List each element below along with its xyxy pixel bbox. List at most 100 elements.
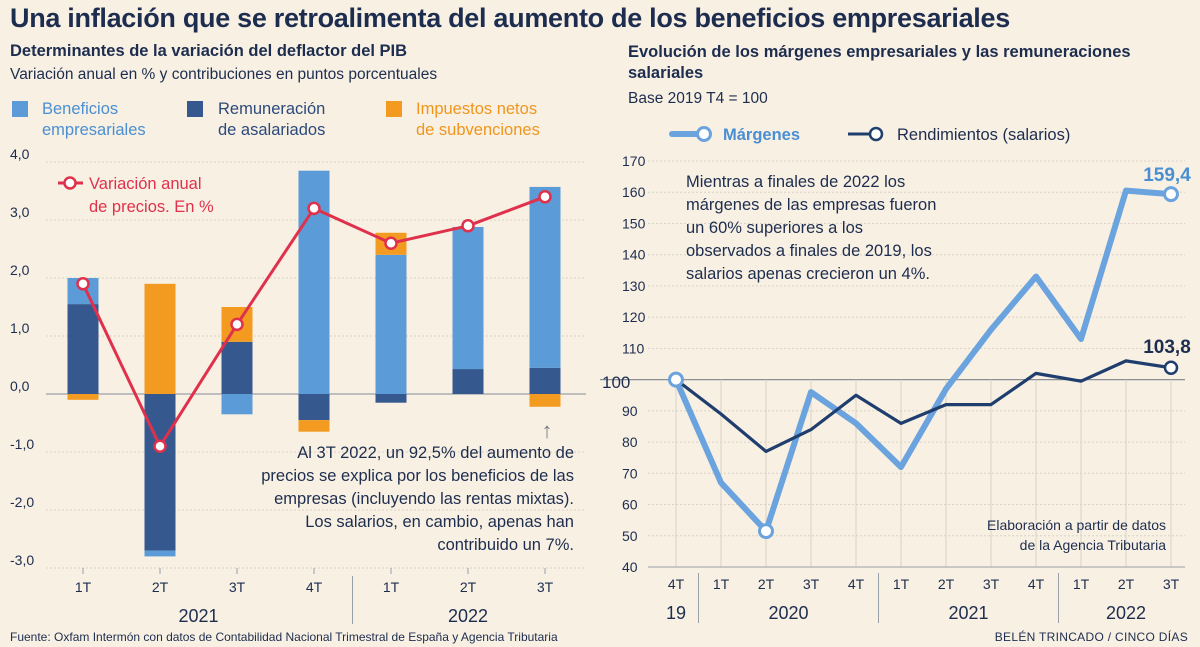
y-tick-label: 70 bbox=[622, 465, 638, 481]
left-annotation-line2: precios se explica por los beneficios de… bbox=[261, 467, 574, 485]
value-label-margenes: 159,4 bbox=[1143, 165, 1191, 186]
legend-precios-line2: de precios. En % bbox=[89, 198, 214, 216]
y-tick-label: 150 bbox=[622, 215, 646, 231]
right-note-line2: de la Agencia Tributaria bbox=[1020, 537, 1167, 553]
legend-impuestos: Impuestos netos de subvenciones bbox=[416, 99, 540, 141]
precios-point bbox=[230, 317, 244, 332]
x-tick-label: 4T bbox=[668, 576, 685, 592]
legend-swatch-beneficios bbox=[12, 101, 28, 117]
right-line-chart: Márgenes Rendimientos (salarios) 170 160 1… bbox=[600, 126, 1191, 623]
source-note: Fuente: Oxfam Intermón con datos de Cont… bbox=[10, 630, 558, 644]
y-tick-label: 120 bbox=[622, 309, 646, 325]
precios-point bbox=[307, 201, 321, 216]
bar-segment bbox=[529, 394, 561, 407]
right-annotation-line3: un 60% superiores a los bbox=[686, 219, 863, 237]
precios-point bbox=[538, 190, 552, 204]
right-annotation-line4: observados a finales de 2019, los bbox=[686, 242, 932, 260]
bar-segment bbox=[529, 367, 561, 394]
right-note-line1: Elaboración a partir de datos bbox=[987, 517, 1166, 533]
margenes-point bbox=[758, 523, 774, 540]
legend-impuestos-line2: de subvenciones bbox=[416, 121, 540, 139]
y-tick-label: 3,0 bbox=[10, 204, 30, 220]
legend-impuestos-line1: Impuestos netos bbox=[416, 100, 538, 118]
bar-segment bbox=[144, 394, 176, 551]
y-tick-label: -2,0 bbox=[10, 494, 34, 510]
legend-remuneracion-line1: Remuneración bbox=[218, 100, 326, 118]
year-label: 2021 bbox=[178, 606, 218, 626]
x-tick-label: 1T bbox=[383, 579, 400, 595]
legend-rendimientos: Rendimientos (salarios) bbox=[897, 126, 1070, 144]
right-annotation: Mientras a finales de 2022 los márgenes … bbox=[686, 173, 936, 283]
y-tick-label: 1,0 bbox=[10, 320, 30, 336]
x-tick-label: 4T bbox=[848, 576, 865, 592]
x-tick-label: 1T bbox=[75, 579, 92, 595]
bar-segment bbox=[375, 394, 407, 403]
right-legend: Márgenes Rendimientos (salarios) bbox=[669, 126, 1070, 144]
x-tick-label: 2T bbox=[758, 576, 775, 592]
y-tick-label: 140 bbox=[622, 247, 646, 263]
left-annotation-line1: Al 3T 2022, un 92,5% del aumento de bbox=[297, 444, 574, 462]
left-annotation-line5: contribuido un 7%. bbox=[437, 536, 574, 554]
bar-segment bbox=[67, 304, 99, 394]
x-tick-label: 1T bbox=[713, 576, 730, 592]
legend-margenes: Márgenes bbox=[723, 126, 800, 144]
precios-point bbox=[153, 439, 167, 453]
x-tick-label: 3T bbox=[1163, 576, 1180, 592]
value-label-rendimientos: 103,8 bbox=[1143, 337, 1191, 358]
rendimientos-point bbox=[1163, 360, 1179, 375]
bar-segment bbox=[298, 394, 330, 421]
year-label: 2022 bbox=[448, 606, 488, 626]
annotation-arrow-icon: ↑ bbox=[542, 418, 553, 443]
precios-point bbox=[76, 277, 90, 291]
y-tick-label: -1,0 bbox=[10, 436, 34, 452]
y-tick-label: 40 bbox=[622, 559, 638, 575]
x-tick-label: 4T bbox=[306, 579, 323, 595]
year-label: 2020 bbox=[768, 603, 808, 623]
precios-point bbox=[384, 236, 398, 250]
right-chart-subtitle: Evolución de los márgenes empresariales … bbox=[628, 42, 1131, 84]
left-annotation-line4: Los salarios, en cambio, apenas han bbox=[305, 513, 574, 531]
y-tick-label: 0,0 bbox=[10, 378, 30, 394]
x-tick-label: 4T bbox=[1028, 576, 1045, 592]
left-annotation: Al 3T 2022, un 92,5% del aumento de prec… bbox=[261, 444, 574, 554]
bar-segment bbox=[144, 283, 176, 394]
x-tick-label: 1T bbox=[1073, 576, 1090, 592]
y-tick-label: 130 bbox=[622, 278, 646, 294]
bar-segment bbox=[67, 394, 99, 400]
right-chart-subtitle-line1: Evolución de los márgenes empresariales … bbox=[628, 43, 1131, 61]
year-label: 2021 bbox=[948, 603, 988, 623]
bar-segment bbox=[221, 394, 253, 415]
legend-beneficios: Beneficios empresariales bbox=[42, 99, 146, 141]
y-tick-label: 170 bbox=[622, 153, 646, 169]
precios-legend: Variación anual de precios. En % bbox=[58, 175, 214, 216]
y-tick-label: 90 bbox=[622, 403, 638, 419]
x-tick-label: 2T bbox=[1118, 576, 1135, 592]
left-annotation-line3: empresas (incluyendo las rentas mixtas). bbox=[274, 490, 574, 508]
legend-swatch-impuestos bbox=[386, 101, 402, 117]
legend-swatch-remuneracion bbox=[187, 101, 203, 117]
y-tick-label: 2,0 bbox=[10, 262, 30, 278]
left-chart-caption: Variación anual en % y contribuciones en… bbox=[10, 66, 438, 83]
bar-segment bbox=[144, 550, 176, 557]
margenes-point bbox=[1163, 186, 1179, 203]
y-tick-label: 60 bbox=[622, 497, 638, 513]
bar-segment bbox=[298, 420, 330, 432]
legend-precios-line1: Variación anual bbox=[89, 175, 202, 193]
y-tick-label: 110 bbox=[622, 340, 645, 356]
x-tick-label: 2T bbox=[460, 579, 477, 595]
x-tick-label: 2T bbox=[152, 579, 169, 595]
base-100-label: 100 bbox=[602, 373, 630, 392]
legend-remuneracion: Remuneración de asalariados bbox=[218, 99, 325, 141]
page-title: Una inflación que se retroalimenta del a… bbox=[10, 3, 1010, 33]
right-annotation-line1: Mientras a finales de 2022 los bbox=[686, 173, 905, 191]
precios-point bbox=[461, 219, 475, 233]
legend-remuneracion-line2: de asalariados bbox=[218, 121, 326, 139]
x-tick-label: 3T bbox=[537, 579, 554, 595]
bar-segment bbox=[452, 226, 484, 370]
right-chart-subtitle-line2: salariales bbox=[628, 64, 704, 82]
credit-note: BELÉN TRINCADO / CINCO DÍAS bbox=[994, 630, 1188, 644]
y-tick-label: 4,0 bbox=[10, 148, 30, 162]
bar-segment bbox=[452, 369, 484, 394]
x-tick-label: 2T bbox=[938, 576, 955, 592]
x-tick-label: 1T bbox=[893, 576, 910, 592]
